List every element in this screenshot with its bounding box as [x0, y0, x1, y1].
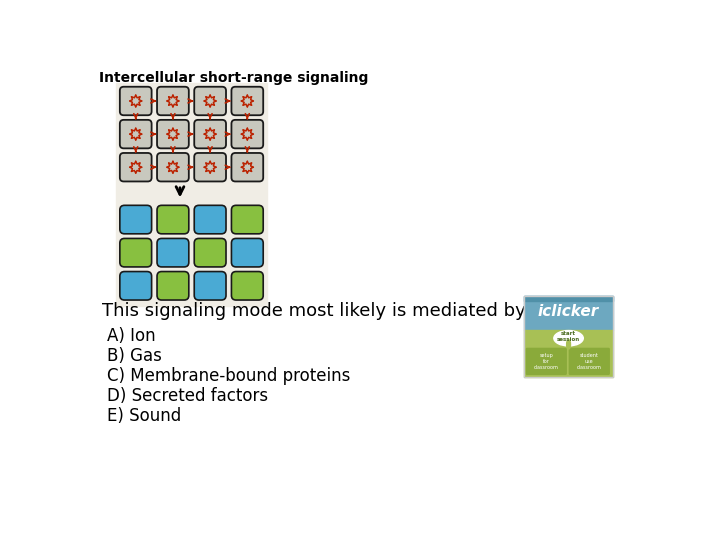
FancyBboxPatch shape: [120, 205, 152, 234]
Bar: [524, 330, 613, 377]
FancyBboxPatch shape: [194, 87, 226, 115]
Text: setup
for
classroom: setup for classroom: [534, 353, 559, 370]
FancyBboxPatch shape: [194, 120, 226, 148]
Text: Intercellular short-range signaling: Intercellular short-range signaling: [99, 71, 369, 85]
FancyBboxPatch shape: [157, 120, 189, 148]
Ellipse shape: [567, 340, 570, 349]
FancyBboxPatch shape: [120, 120, 152, 148]
FancyBboxPatch shape: [120, 87, 152, 115]
Text: D) Secreted factors: D) Secreted factors: [107, 387, 268, 404]
Text: start
session: start session: [557, 331, 580, 342]
Text: iclicker: iclicker: [538, 303, 599, 319]
FancyBboxPatch shape: [526, 348, 566, 374]
FancyBboxPatch shape: [120, 272, 152, 300]
Text: E) Sound: E) Sound: [107, 407, 181, 424]
FancyBboxPatch shape: [157, 272, 189, 300]
FancyBboxPatch shape: [194, 153, 226, 181]
FancyBboxPatch shape: [194, 272, 226, 300]
FancyBboxPatch shape: [157, 153, 189, 181]
FancyBboxPatch shape: [194, 205, 226, 234]
FancyBboxPatch shape: [194, 239, 226, 267]
FancyBboxPatch shape: [231, 205, 264, 234]
FancyBboxPatch shape: [231, 87, 264, 115]
Text: A) Ion: A) Ion: [107, 327, 156, 345]
FancyBboxPatch shape: [231, 239, 264, 267]
FancyBboxPatch shape: [570, 348, 609, 374]
FancyBboxPatch shape: [157, 87, 189, 115]
Bar: [524, 296, 613, 301]
FancyBboxPatch shape: [120, 153, 152, 181]
FancyBboxPatch shape: [120, 239, 152, 267]
Text: student
use
classroom: student use classroom: [577, 353, 602, 370]
FancyBboxPatch shape: [231, 272, 264, 300]
Text: C) Membrane-bound proteins: C) Membrane-bound proteins: [107, 367, 351, 384]
FancyBboxPatch shape: [231, 120, 264, 148]
Ellipse shape: [554, 330, 583, 346]
FancyBboxPatch shape: [231, 153, 264, 181]
Text: B) Gas: B) Gas: [107, 347, 162, 364]
Bar: [524, 296, 613, 377]
FancyBboxPatch shape: [157, 205, 189, 234]
Bar: [524, 296, 613, 330]
Bar: [524, 296, 613, 377]
Text: This signaling mode most likely is mediated by: This signaling mode most likely is media…: [102, 302, 526, 320]
Bar: [116, 83, 267, 306]
FancyBboxPatch shape: [157, 239, 189, 267]
